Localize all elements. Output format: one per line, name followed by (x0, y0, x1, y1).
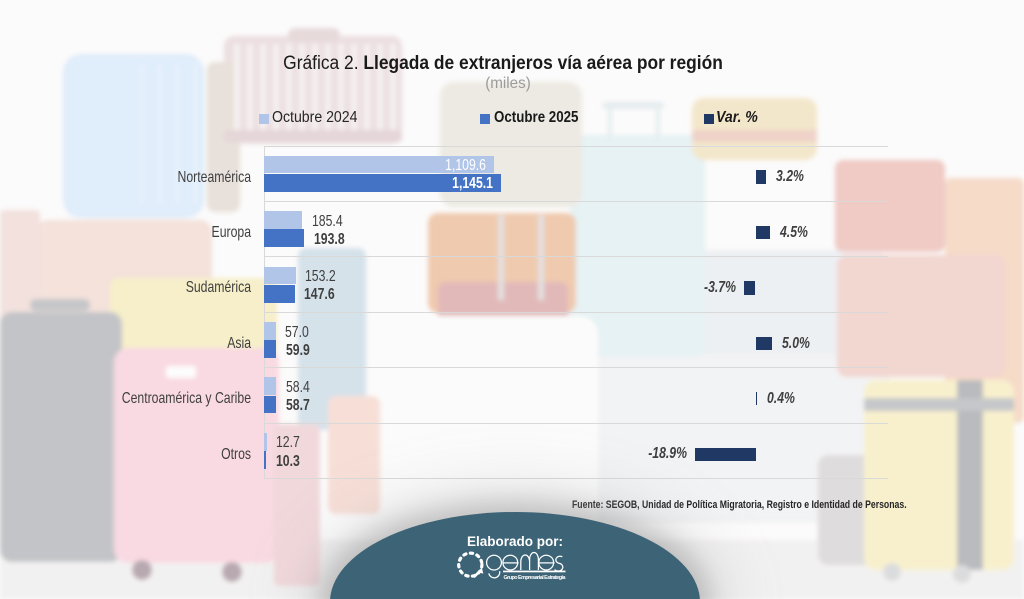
svg-text:Grupo Empresarial Estrategia: Grupo Empresarial Estrategia (504, 575, 567, 581)
